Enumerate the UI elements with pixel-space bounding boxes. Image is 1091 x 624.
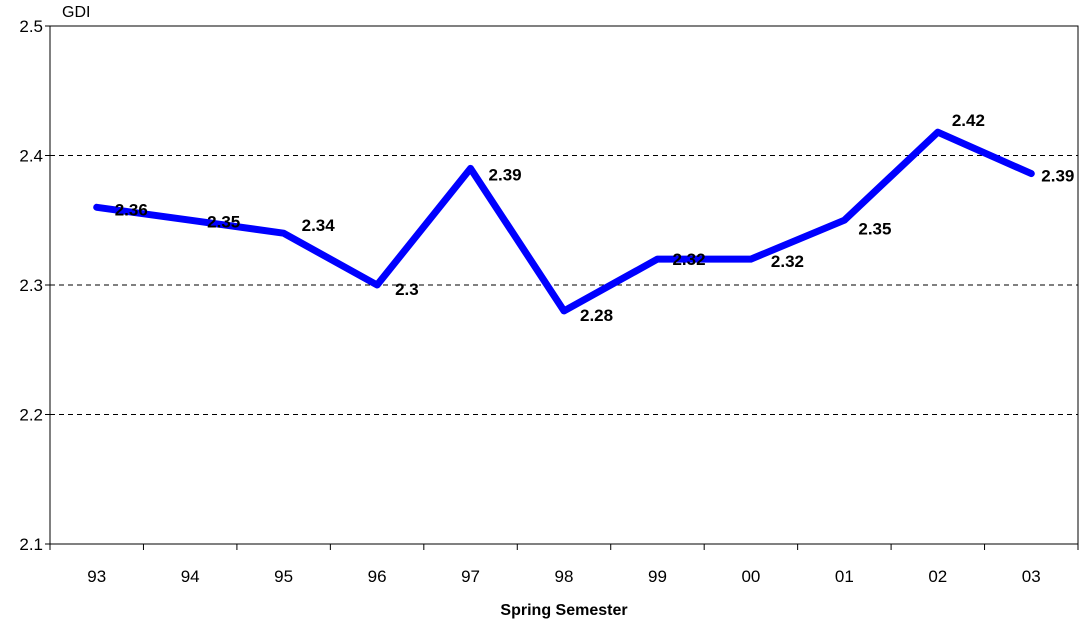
x-tick-label: 96 [368,567,387,586]
x-tick-label: 02 [928,567,947,586]
y-tick-label: 2.4 [19,147,43,166]
y-axis-title: GDI [62,4,90,21]
data-label: 2.42 [952,111,985,130]
data-label: 2.3 [395,280,419,299]
data-label: 2.39 [489,165,522,184]
data-label: 2.35 [207,212,240,231]
data-labels: 2.36 2.35 2.34 2.3 2.39 2.28 2.32 2.32 2.35 2.42 2… [115,111,1075,325]
series-line [93,128,1035,315]
x-tick-label: 00 [741,567,760,586]
data-label: 2.36 [115,200,148,219]
x-axis-title: Spring Semester [500,602,627,619]
y-axis-ticks: 2.1 2.2 2.3 2.4 2.5 [19,17,50,554]
x-tick-label: 98 [555,567,574,586]
x-tick-label: 95 [274,567,293,586]
x-tick-label: 99 [648,567,667,586]
data-label: 2.32 [771,252,804,271]
data-label: 2.34 [302,216,336,235]
y-tick-label: 2.2 [19,406,43,425]
data-label: 2.32 [672,250,705,269]
data-label: 2.35 [858,219,891,238]
x-tick-label: 03 [1022,567,1041,586]
x-tick-label: 01 [835,567,854,586]
x-tick-label: 94 [181,567,200,586]
x-axis-ticks: 93 94 95 96 97 98 99 00 01 02 03 [49,544,1079,586]
gridlines [50,155,1078,415]
data-label: 2.39 [1041,167,1074,186]
x-tick-label: 93 [87,567,106,586]
data-label: 2.28 [580,306,613,325]
x-tick-label: 97 [461,567,480,586]
y-tick-label: 2.5 [19,17,43,36]
y-tick-label: 2.3 [19,276,43,295]
y-tick-label: 2.1 [19,535,43,554]
